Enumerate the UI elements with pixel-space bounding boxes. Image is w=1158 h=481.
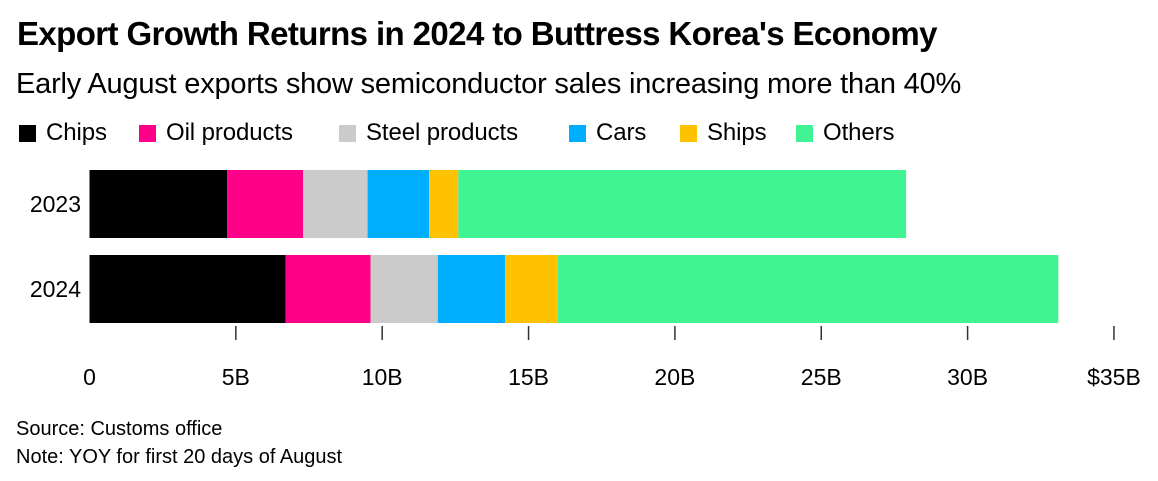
x-tick-label-15b: 15B (508, 364, 549, 390)
footnote: Note: YOY for first 20 days of August (16, 446, 343, 468)
legend-item-oil-products: Oil products (139, 118, 293, 148)
x-tick-label-10b: 10B (362, 364, 403, 390)
x-axis-tick-labels: 0 5B 10B 15B 20B 25B 30B $35B (83, 364, 1141, 390)
bar-2023-oil-products (227, 170, 304, 238)
bar-2023-chips (89, 170, 228, 238)
legend-swatch-chips (19, 124, 36, 142)
bar-2023-ships (429, 170, 459, 238)
bar-2024-steel-products (370, 255, 438, 323)
legend-label-cars: Cars (596, 119, 647, 146)
legend-swatch-cars (569, 124, 586, 142)
bar-2023-cars (367, 170, 430, 238)
legend-label-chips: Chips (46, 119, 107, 146)
legend-item-others: Others (796, 118, 895, 148)
category-labels: 2023 2024 (30, 191, 81, 302)
legend-item-cars: Cars (569, 118, 646, 148)
legend-swatch-others (796, 124, 813, 142)
x-tick-label-30b: 30B (947, 364, 988, 390)
x-axis-ticks (235, 326, 1115, 340)
legend-item-ships: Ships (680, 118, 767, 148)
legend-swatch-ships (680, 124, 697, 142)
chart-subtitle: Early August exports show semiconductor … (16, 68, 962, 100)
legend-swatch-oil-products (139, 124, 156, 142)
bars-group (89, 170, 1059, 323)
bar-2023-steel-products (303, 170, 368, 238)
legend: Chips Oil products Steel products Cars S… (0, 118, 1158, 148)
category-label-2024: 2024 (30, 276, 81, 302)
x-tick-label--35b: $35B (1087, 364, 1141, 390)
legend-label-ships: Ships (707, 119, 767, 146)
x-tick-label-20b: 20B (654, 364, 695, 390)
bar-2024-chips (89, 255, 286, 323)
bar-2024-others (557, 255, 1059, 323)
source-note: Source: Customs office (16, 418, 223, 440)
bar-2024-cars (437, 255, 506, 323)
bar-2024-ships (505, 255, 558, 323)
x-tick-label-5b: 5B (222, 364, 250, 390)
legend-item-steel-products: Steel products (339, 118, 518, 148)
chart-title: Export Growth Returns in 2024 to Buttres… (17, 15, 937, 52)
bar-2024-oil-products (285, 255, 371, 323)
legend-item-chips: Chips (19, 118, 107, 148)
x-tick-label-25b: 25B (801, 364, 842, 390)
legend-label-others: Others (823, 119, 895, 146)
category-label-2023: 2023 (30, 191, 81, 217)
legend-swatch-steel-products (339, 124, 356, 142)
legend-label-oil-products: Oil products (166, 119, 293, 146)
legend-label-steel-products: Steel products (366, 119, 519, 146)
x-tick-label-0: 0 (83, 364, 96, 390)
bar-2023-others (458, 170, 907, 238)
